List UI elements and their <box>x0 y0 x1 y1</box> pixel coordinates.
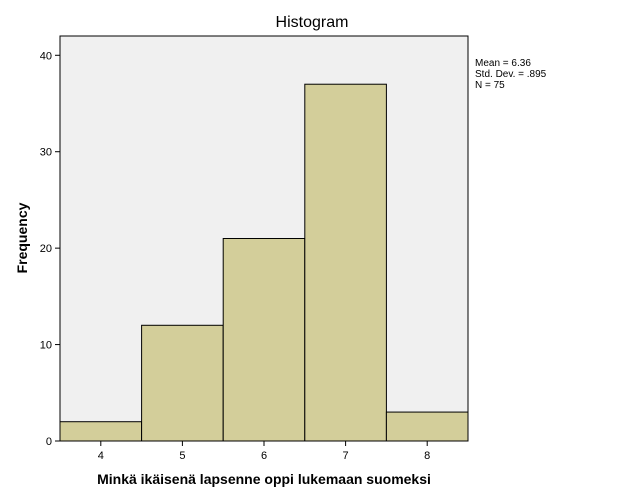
bar-7 <box>304 83 387 442</box>
x-tick-label-8: 8 <box>424 450 430 462</box>
y-tick-label-0: 0 <box>46 436 52 448</box>
x-tick-label-7: 7 <box>343 450 349 462</box>
stat-std-dev: Std. Dev. = .895 <box>475 69 547 80</box>
y-tick-label-30: 30 <box>40 147 52 159</box>
y-tick-label-10: 10 <box>40 340 52 352</box>
y-tick-label-40: 40 <box>40 50 52 62</box>
chart-title: Histogram <box>276 14 349 31</box>
stats-box: Mean = 6.36 Std. Dev. = .895 N = 75 <box>475 58 547 91</box>
x-axis-label: Minkä ikäisenä lapsenne oppi lukemaan su… <box>97 471 431 487</box>
stat-n: N = 75 <box>475 80 505 91</box>
x-tick-label-6: 6 <box>261 450 267 462</box>
bar-8 <box>385 411 469 442</box>
y-axis-label: Frequency <box>14 202 30 273</box>
stat-mean: Mean = 6.36 <box>475 58 531 69</box>
y-tick-label-20: 20 <box>40 243 52 255</box>
bar-4 <box>59 421 143 442</box>
bar-5 <box>141 324 224 442</box>
bar-6 <box>222 238 306 442</box>
x-tick-label-5: 5 <box>179 450 185 462</box>
x-tick-label-4: 4 <box>98 450 104 462</box>
